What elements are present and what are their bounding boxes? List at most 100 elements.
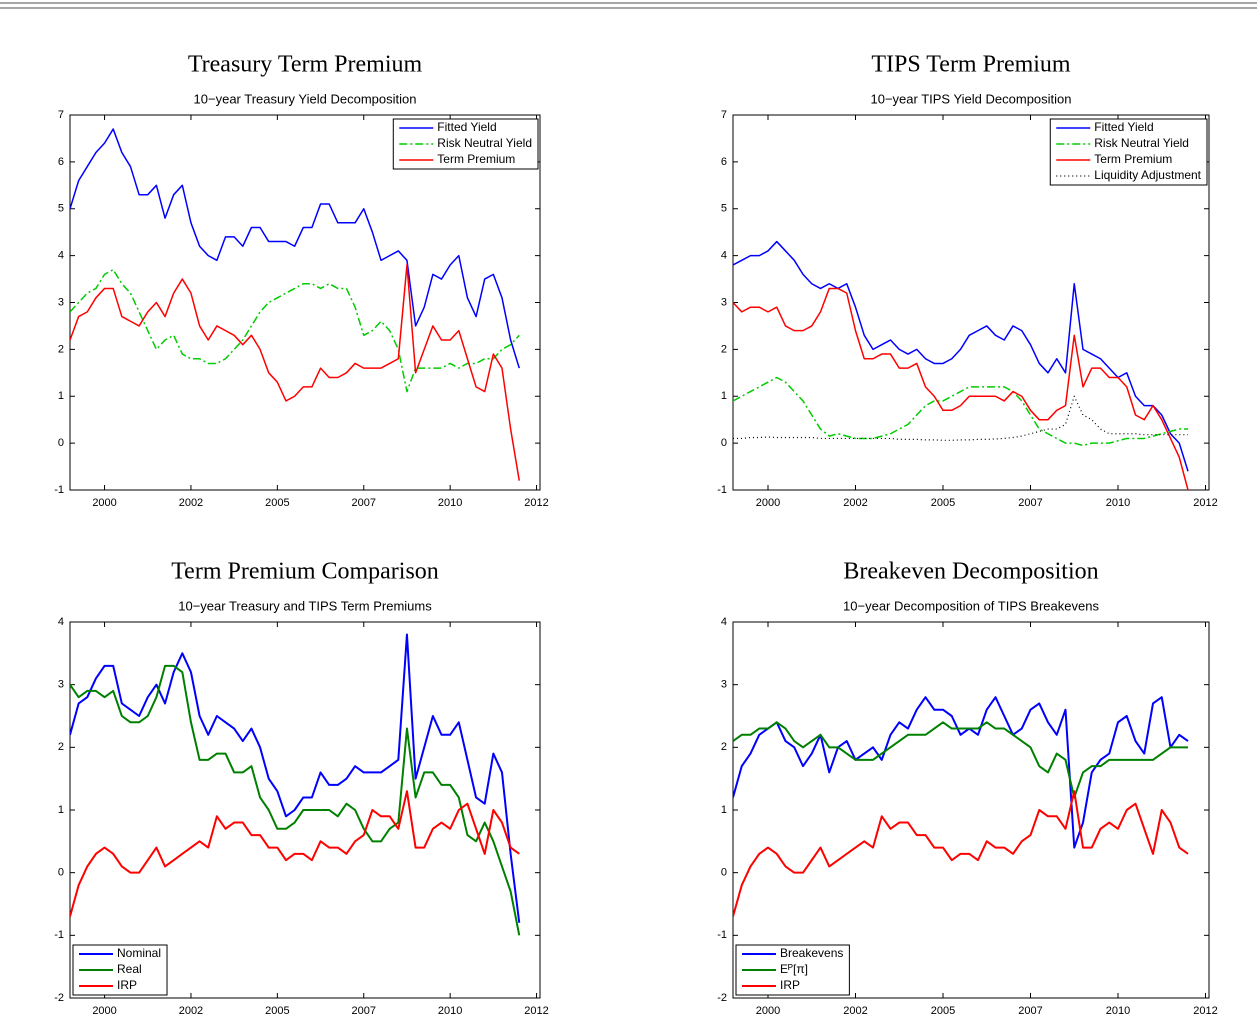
x-tick-label: 2005 [931,1005,955,1017]
legend: Fitted Yield Risk Neutral Yield Term Premi… [1049,118,1208,186]
series-line [70,633,521,923]
x-tick-label: 2010 [1106,497,1130,509]
series-line [70,264,520,481]
series-line [733,721,1188,799]
y-tick-label: -1 [717,484,727,496]
y-tick-label: -1 [717,929,727,941]
series-line [70,664,521,936]
y-tick-label: 4 [58,616,64,628]
series-line [70,128,520,369]
x-tick-label: 2002 [843,497,867,509]
y-tick-label: 2 [721,741,727,753]
y-tick-label: 4 [58,250,64,262]
y-tick-label: 1 [58,804,64,816]
y-tick-label: 7 [58,109,64,121]
legend-label: IRP [780,978,800,992]
x-tick-label: 2007 [1018,1005,1042,1017]
y-tick-label: 3 [721,296,727,308]
chart-subtitle: 10−year Treasury Yield Decomposition [194,91,417,106]
y-tick-label: -2 [54,992,64,1004]
y-tick-label: 2 [58,343,64,355]
chart-title: Term Premium Comparison [171,559,439,585]
chart-subtitle: 10−year TIPS Yield Decomposition [870,91,1071,106]
legend-label: Risk Neutral Yield [437,136,532,150]
legend-label: Breakevens [780,946,843,960]
legend: Fitted Yield Risk Neutral Yield Term Premi… [392,118,539,170]
y-tick-label: 7 [721,109,727,121]
x-tick-label: 2000 [92,497,116,509]
legend-label: Fitted Yield [1094,120,1153,134]
y-tick-label: 0 [721,867,727,879]
y-tick-label: 0 [58,867,64,879]
y-tick-label: 3 [721,679,727,691]
series-line [733,696,1189,849]
legend-label: Liquidity Adjustment [1094,168,1201,182]
chart: TIPS Term Premium 10−year TIPS Yield Deco… [717,52,1218,509]
chart-title: Breakeven Decomposition [843,559,1098,585]
legend-label: IRP [117,978,137,992]
y-tick-label: 4 [721,616,727,628]
legend-label: Risk Neutral Yield [1094,136,1189,150]
x-tick-label: 2007 [1018,497,1042,509]
series-line [733,240,1189,472]
chart-subtitle: 10−year Decomposition of TIPS Breakevens [843,598,1099,613]
y-tick-label: 1 [721,390,727,402]
y-tick-label: -2 [717,992,727,1004]
y-tick-label: 5 [58,203,64,215]
chart-title: Treasury Term Premium [188,52,423,78]
x-tick-label: 2010 [1106,1005,1130,1017]
y-tick-label: 6 [721,156,727,168]
x-tick-label: 2010 [438,497,462,509]
chart-subtitle: 10−year Treasury and TIPS Term Premiums [178,598,432,613]
x-tick-label: 2005 [931,497,955,509]
series-line [70,790,520,917]
chart: Term Premium Comparison 10−year Treasury … [54,559,549,1017]
x-tick-label: 2007 [352,1005,376,1017]
legend-label: Eᴾ[π] [780,962,808,976]
series-line [733,790,1189,917]
y-tick-label: 5 [721,203,727,215]
chart: Breakeven Decomposition 10−year Decomposi… [717,559,1218,1017]
x-tick-label: 2012 [524,1005,548,1017]
y-tick-label: 1 [58,390,64,402]
x-tick-label: 2000 [756,497,780,509]
legend-label: Term Premium [1094,152,1172,166]
chart: Treasury Term Premium 10−year Treasury Yi… [54,52,549,509]
y-tick-label: -1 [54,484,64,496]
y-tick-label: -1 [54,929,64,941]
x-tick-label: 2012 [524,497,548,509]
x-tick-label: 2012 [1193,497,1217,509]
x-tick-label: 2010 [438,1005,462,1017]
series-line [733,287,1189,490]
y-tick-label: 0 [58,437,64,449]
y-tick-label: 4 [721,250,727,262]
y-tick-label: 0 [721,437,727,449]
chart-title: TIPS Term Premium [871,52,1071,78]
x-tick-label: 2000 [92,1005,116,1017]
x-tick-label: 2005 [265,1005,289,1017]
x-tick-label: 2012 [1193,1005,1217,1017]
series-line [733,395,1188,441]
x-tick-label: 2000 [756,1005,780,1017]
y-tick-label: 3 [58,296,64,308]
series-line [733,376,1188,447]
y-tick-label: 2 [58,741,64,753]
x-tick-label: 2005 [265,497,289,509]
x-tick-label: 2002 [179,1005,203,1017]
y-tick-label: 6 [58,156,64,168]
legend: Breakevens Eᴾ[π] IRP [735,944,850,996]
x-tick-label: 2002 [179,497,203,509]
x-tick-label: 2002 [843,1005,867,1017]
legend-label: Fitted Yield [437,120,496,134]
legend: Nominal Real IRP [72,944,168,996]
x-tick-label: 2007 [352,497,376,509]
series-line [70,268,520,393]
legend-label: Term Premium [437,152,515,166]
legend-label: Real [117,962,142,976]
y-tick-label: 3 [58,679,64,691]
y-tick-label: 2 [721,343,727,355]
y-tick-label: 1 [721,804,727,816]
legend-label: Nominal [117,946,161,960]
legend-box [1049,118,1208,186]
